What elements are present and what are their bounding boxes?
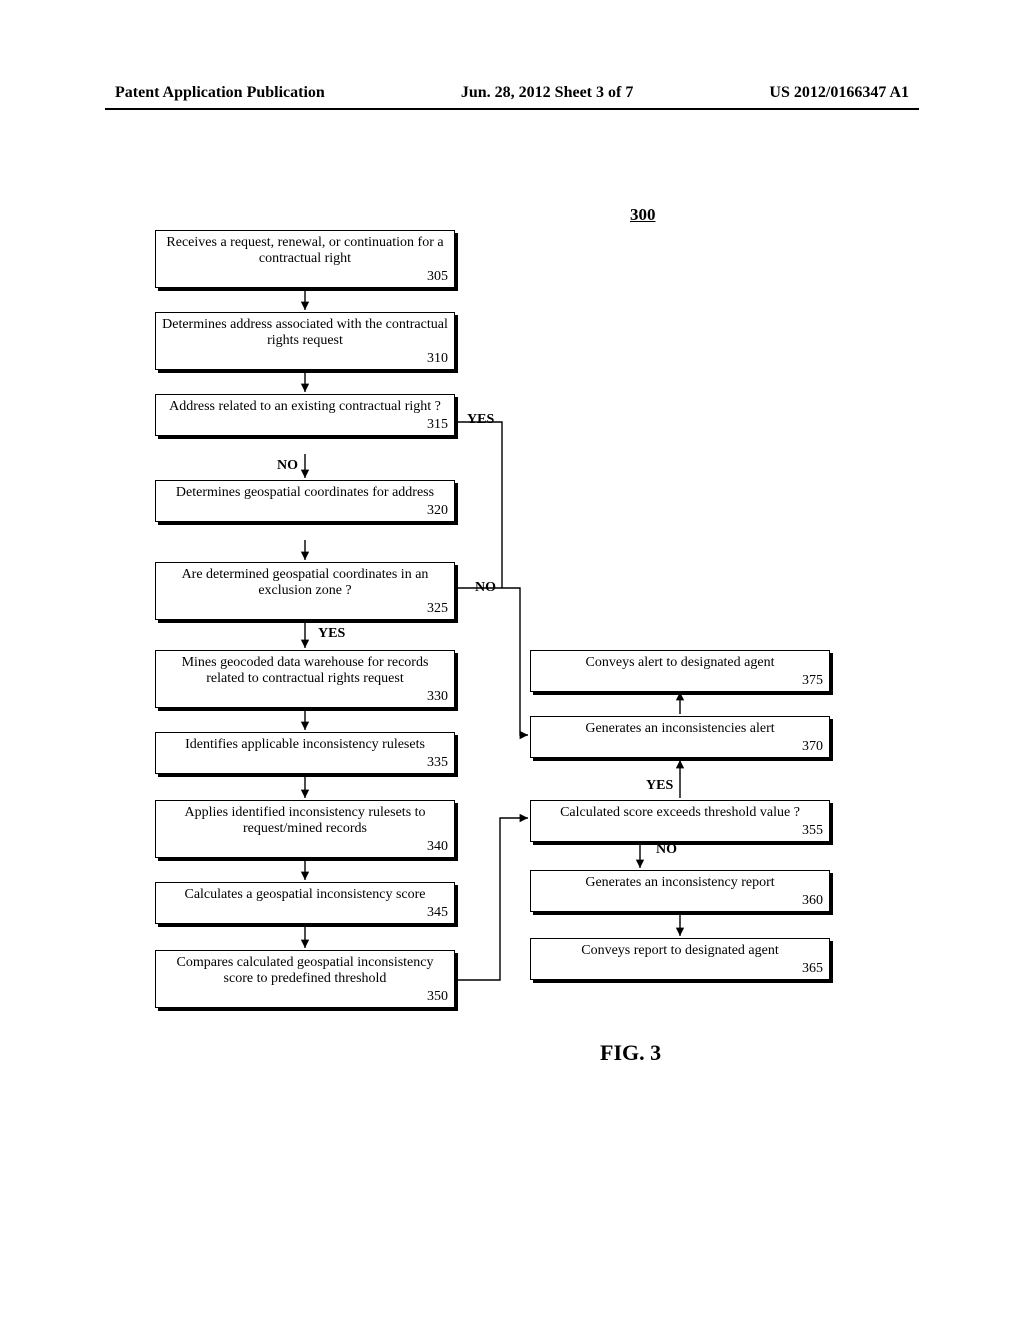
- box-315-num: 315: [162, 417, 448, 433]
- box-370-text: Generates an inconsistencies alert: [585, 721, 774, 736]
- box-340-text: Applies identified inconsistency ruleset…: [184, 805, 425, 836]
- header-left: Patent Application Publication: [115, 84, 325, 102]
- box-320: Determines geospatial coordinates for ad…: [155, 480, 455, 522]
- figure-number: 300: [630, 205, 656, 225]
- box-375-num: 375: [537, 673, 823, 689]
- flowchart-arrows: [0, 190, 1024, 1190]
- box-305-num: 305: [162, 269, 448, 285]
- label-yes-315: YES: [467, 412, 494, 428]
- box-350: Compares calculated geospatial inconsist…: [155, 950, 455, 1008]
- box-345: Calculates a geospatial inconsistency sc…: [155, 882, 455, 924]
- box-350-text: Compares calculated geospatial inconsist…: [177, 955, 434, 986]
- box-345-text: Calculates a geospatial inconsistency sc…: [184, 887, 425, 902]
- box-360-text: Generates an inconsistency report: [585, 875, 774, 890]
- page-header: Patent Application Publication Jun. 28, …: [0, 84, 1024, 102]
- box-310: Determines address associated with the c…: [155, 312, 455, 370]
- box-350-num: 350: [162, 989, 448, 1005]
- box-365-text: Conveys report to designated agent: [581, 943, 779, 958]
- box-365: Conveys report to designated agent 365: [530, 938, 830, 980]
- box-310-text: Determines address associated with the c…: [162, 317, 448, 348]
- box-360-num: 360: [537, 893, 823, 909]
- box-340: Applies identified inconsistency ruleset…: [155, 800, 455, 858]
- box-360: Generates an inconsistency report 360: [530, 870, 830, 912]
- box-370: Generates an inconsistencies alert 370: [530, 716, 830, 758]
- box-330-text: Mines geocoded data warehouse for record…: [182, 655, 429, 686]
- box-325: Are determined geospatial coordinates in…: [155, 562, 455, 620]
- label-no-315: NO: [277, 458, 298, 474]
- box-330: Mines geocoded data warehouse for record…: [155, 650, 455, 708]
- header-center: Jun. 28, 2012 Sheet 3 of 7: [325, 84, 770, 102]
- flowchart-diagram: 300 Receives a request, renewal, or cont…: [0, 190, 1024, 1090]
- box-345-num: 345: [162, 905, 448, 921]
- header-right: US 2012/0166347 A1: [769, 84, 909, 102]
- box-370-num: 370: [537, 739, 823, 755]
- box-325-num: 325: [162, 601, 448, 617]
- box-325-text: Are determined geospatial coordinates in…: [182, 567, 429, 598]
- label-yes-355: YES: [646, 778, 673, 794]
- box-320-text: Determines geospatial coordinates for ad…: [176, 485, 434, 500]
- box-310-num: 310: [162, 351, 448, 367]
- box-375: Conveys alert to designated agent 375: [530, 650, 830, 692]
- box-330-num: 330: [162, 689, 448, 705]
- box-355: Calculated score exceeds threshold value…: [530, 800, 830, 842]
- box-305-text: Receives a request, renewal, or continua…: [166, 235, 443, 266]
- box-335-num: 335: [162, 755, 448, 771]
- box-340-num: 340: [162, 839, 448, 855]
- box-335-text: Identifies applicable inconsistency rule…: [185, 737, 425, 752]
- box-335: Identifies applicable inconsistency rule…: [155, 732, 455, 774]
- box-305: Receives a request, renewal, or continua…: [155, 230, 455, 288]
- box-355-num: 355: [537, 823, 823, 839]
- box-355-text: Calculated score exceeds threshold value…: [560, 805, 800, 820]
- label-no-355: NO: [656, 842, 677, 858]
- label-no-325: NO: [475, 580, 496, 596]
- box-320-num: 320: [162, 503, 448, 519]
- box-315: Address related to an existing contractu…: [155, 394, 455, 436]
- box-365-num: 365: [537, 961, 823, 977]
- header-rule: [105, 108, 919, 110]
- box-315-text: Address related to an existing contractu…: [169, 399, 441, 414]
- box-375-text: Conveys alert to designated agent: [586, 655, 775, 670]
- figure-caption: FIG. 3: [600, 1040, 661, 1066]
- label-yes-325: YES: [318, 626, 345, 642]
